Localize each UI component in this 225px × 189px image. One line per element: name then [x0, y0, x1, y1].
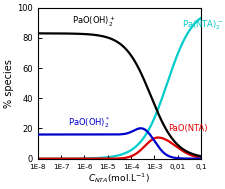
Text: PaO(OH)$_2^*$: PaO(OH)$_2^*$	[68, 115, 110, 130]
X-axis label: $C_{NTA}$(mol.L$^{-1}$): $C_{NTA}$(mol.L$^{-1}$)	[88, 171, 150, 185]
Text: PaO(OH)$_2^+$: PaO(OH)$_2^+$	[72, 15, 115, 29]
Y-axis label: % species: % species	[4, 59, 14, 108]
Text: Pa(NTA)$_2^-$: Pa(NTA)$_2^-$	[181, 18, 222, 32]
Text: PaO(NTA): PaO(NTA)	[168, 124, 207, 133]
